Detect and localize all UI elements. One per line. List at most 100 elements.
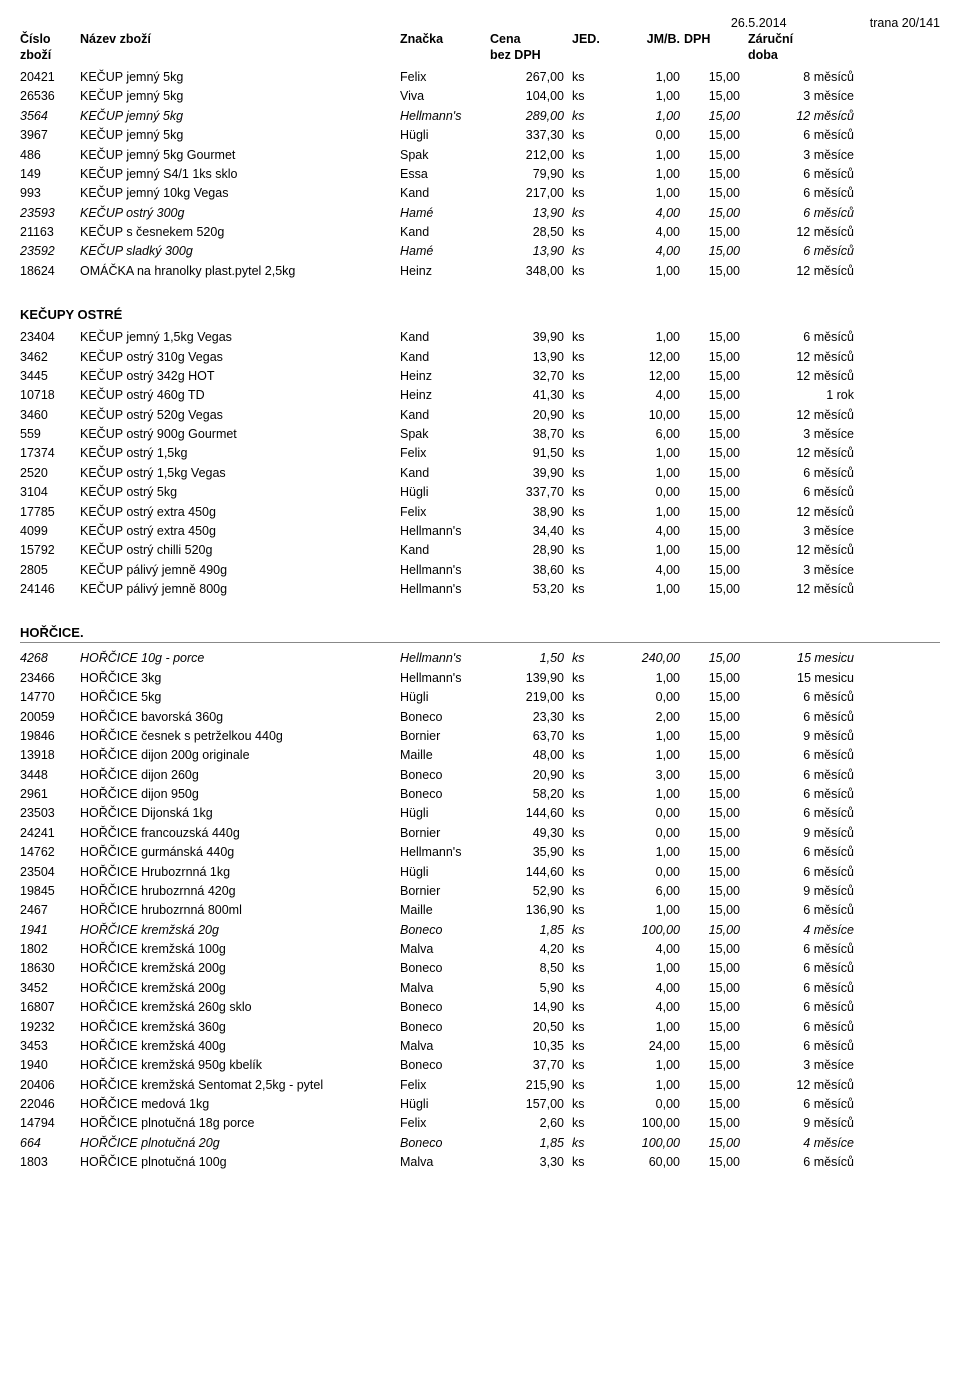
cell: Boneco xyxy=(400,959,490,978)
cell: HOŘČICE hrubozrnná 420g xyxy=(80,882,400,901)
cell: 15,00 xyxy=(684,649,744,668)
cell: HOŘČICE dijon 950g xyxy=(80,785,400,804)
cell: 18630 xyxy=(20,959,80,978)
table-row: 3452HOŘČICE kremžská 200gMalva5,90ks4,00… xyxy=(20,979,940,998)
cell: 32,70 xyxy=(490,367,568,386)
cell: 2805 xyxy=(20,561,80,580)
cell: HOŘČICE Hrubozrnná 1kg xyxy=(80,863,400,882)
cell: 21163 xyxy=(20,223,80,242)
cell: 6 měsíců xyxy=(744,959,854,978)
cell: HOŘČICE kremžská Sentomat 2,5kg - pytel xyxy=(80,1076,400,1095)
table-row: 14770HOŘČICE 5kgHügli219,00ks0,0015,006 … xyxy=(20,688,940,707)
cell: ks xyxy=(568,126,604,145)
cell: ks xyxy=(568,522,604,541)
cell: 1,00 xyxy=(604,746,684,765)
cell: 664 xyxy=(20,1134,80,1153)
cell: 52,90 xyxy=(490,882,568,901)
cell: 6 měsíců xyxy=(744,1095,854,1114)
cell: 37,70 xyxy=(490,1056,568,1075)
table-row: 3448HOŘČICE dijon 260gBoneco20,90ks3,001… xyxy=(20,766,940,785)
cell: 63,70 xyxy=(490,727,568,746)
cell: Hellmann's xyxy=(400,561,490,580)
cell: ks xyxy=(568,746,604,765)
cell: Kand xyxy=(400,406,490,425)
cell: 3453 xyxy=(20,1037,80,1056)
cell: Felix xyxy=(400,444,490,463)
cell: ks xyxy=(568,863,604,882)
table-row: 15792KEČUP ostrý chilli 520gKand28,90ks1… xyxy=(20,541,940,560)
cell: 1941 xyxy=(20,921,80,940)
col-cena: Cena xyxy=(490,32,568,46)
cell: 35,90 xyxy=(490,843,568,862)
cell: 15,00 xyxy=(684,223,744,242)
cell: 15,00 xyxy=(684,708,744,727)
table-header: Číslo Název zboží Značka Cena JED. JM/B.… xyxy=(20,32,940,46)
cell: 6 měsíců xyxy=(744,746,854,765)
table-row: 16807HOŘČICE kremžská 260g skloBoneco14,… xyxy=(20,998,940,1017)
cell: 1,00 xyxy=(604,165,684,184)
cell: 15,00 xyxy=(684,580,744,599)
cell: ks xyxy=(568,688,604,707)
cell: Hellmann's xyxy=(400,522,490,541)
cell: ks xyxy=(568,262,604,281)
cell: 20406 xyxy=(20,1076,80,1095)
cell: Boneco xyxy=(400,766,490,785)
col-jed: JED. xyxy=(568,32,604,46)
table-row: 2961HOŘČICE dijon 950gBoneco58,20ks1,001… xyxy=(20,785,940,804)
cell: Kand xyxy=(400,223,490,242)
cell: ks xyxy=(568,1114,604,1133)
cell: 38,90 xyxy=(490,503,568,522)
cell: HOŘČICE gurmánská 440g xyxy=(80,843,400,862)
cell: HOŘČICE hrubozrnná 800ml xyxy=(80,901,400,920)
cell: Maille xyxy=(400,901,490,920)
table-row: 2520KEČUP ostrý 1,5kg VegasKand39,90ks1,… xyxy=(20,464,940,483)
cell: 15 mesicu xyxy=(744,649,854,668)
cell: 12 měsíců xyxy=(744,503,854,522)
cell: Boneco xyxy=(400,1056,490,1075)
cell: 4,00 xyxy=(604,561,684,580)
cell: 1802 xyxy=(20,940,80,959)
cell: ks xyxy=(568,146,604,165)
table-row: 3453HOŘČICE kremžská 400gMalva10,35ks24,… xyxy=(20,1037,940,1056)
cell: ks xyxy=(568,464,604,483)
cell: ks xyxy=(568,1153,604,1172)
cell: HOŘČICE kremžská 360g xyxy=(80,1018,400,1037)
cell: ks xyxy=(568,940,604,959)
cell: 38,70 xyxy=(490,425,568,444)
cell: 486 xyxy=(20,146,80,165)
cell: 10,35 xyxy=(490,1037,568,1056)
table-row: 4268HOŘČICE 10g - porceHellmann's1,50ks2… xyxy=(20,649,940,668)
cell: 12 měsíců xyxy=(744,541,854,560)
table-row: 3460KEČUP ostrý 520g VegasKand20,90ks10,… xyxy=(20,406,940,425)
cell: KEČUP ostrý 5kg xyxy=(80,483,400,502)
cell: KEČUP ostrý chilli 520g xyxy=(80,541,400,560)
cell: Hellmann's xyxy=(400,649,490,668)
cell: ks xyxy=(568,998,604,1017)
cell: 144,60 xyxy=(490,804,568,823)
cell: 0,00 xyxy=(604,804,684,823)
cell: HOŘČICE kremžská 260g sklo xyxy=(80,998,400,1017)
cell: KEČUP s česnekem 520g xyxy=(80,223,400,242)
cell: 1,00 xyxy=(604,1076,684,1095)
cell: 58,20 xyxy=(490,785,568,804)
cell: 48,00 xyxy=(490,746,568,765)
cell: KEČUP ostrý 1,5kg Vegas xyxy=(80,464,400,483)
cell: 6 měsíců xyxy=(744,126,854,145)
table-row: 559KEČUP ostrý 900g GourmetSpak38,70ks6,… xyxy=(20,425,940,444)
table-row: 26536KEČUP jemný 5kgViva104,00ks1,0015,0… xyxy=(20,87,940,106)
cell: ks xyxy=(568,580,604,599)
cell: 3 měsíce xyxy=(744,87,854,106)
cell: 6 měsíců xyxy=(744,940,854,959)
cell: ks xyxy=(568,1037,604,1056)
cell: 4099 xyxy=(20,522,80,541)
cell: 12 měsíců xyxy=(744,223,854,242)
cell: Spak xyxy=(400,425,490,444)
cell: Viva xyxy=(400,87,490,106)
cell: 0,00 xyxy=(604,126,684,145)
cell: Felix xyxy=(400,503,490,522)
table-body: 20421KEČUP jemný 5kgFelix267,00ks1,0015,… xyxy=(20,68,940,1173)
cell: KEČUP jemný 5kg xyxy=(80,107,400,126)
cell: 14762 xyxy=(20,843,80,862)
cell: 8 měsíců xyxy=(744,68,854,87)
cell: 15,00 xyxy=(684,522,744,541)
